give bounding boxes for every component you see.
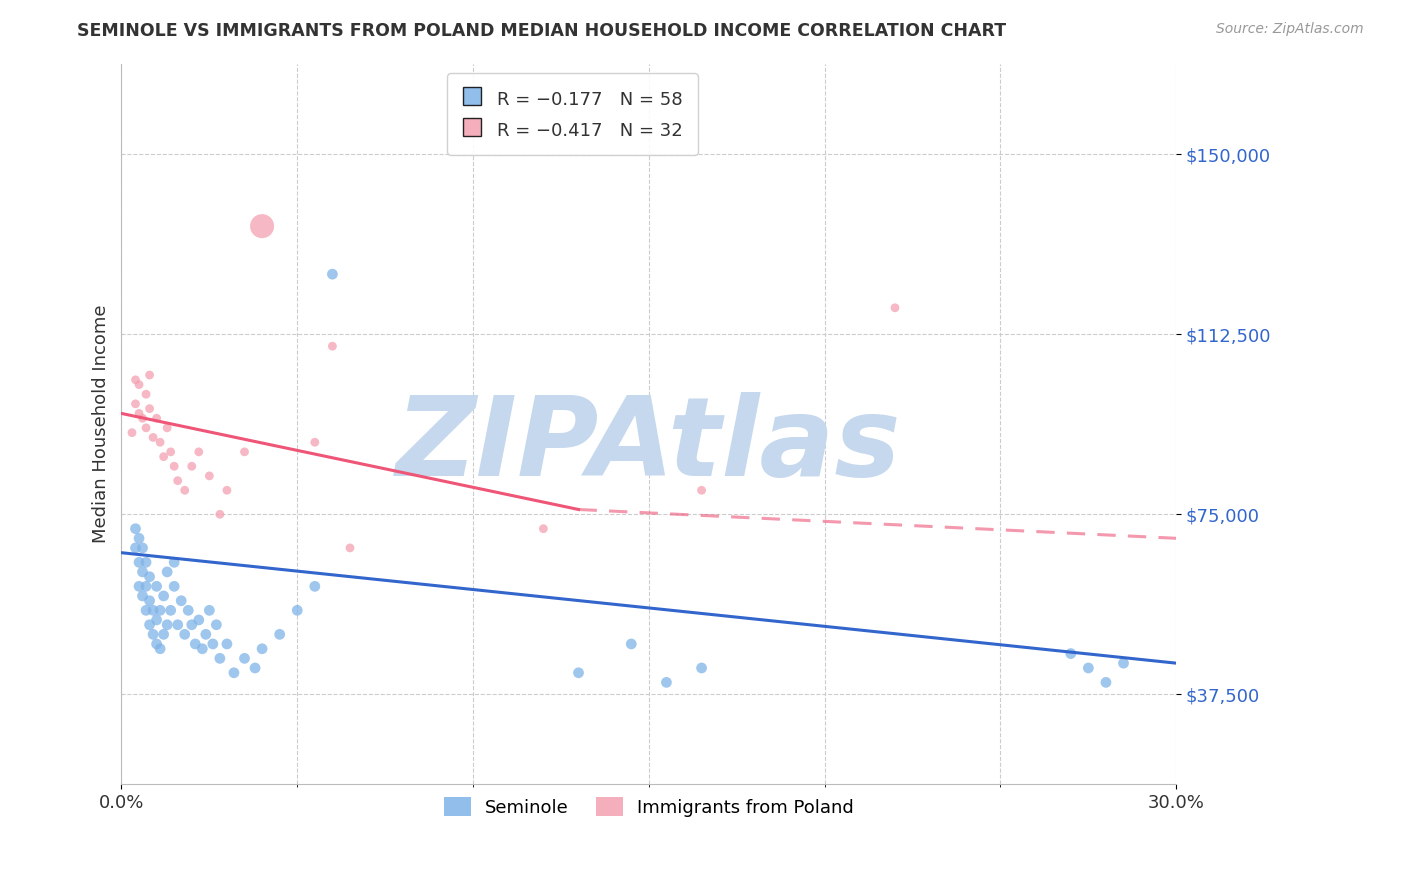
Point (690, 483, 713, 498)
Point (321, 267, 343, 281)
Point (131, 565, 153, 579)
Text: Source: ZipAtlas.com: Source: ZipAtlas.com (1216, 22, 1364, 37)
Point (128, 579, 150, 593)
Point (208, 508, 231, 522)
Point (145, 411, 167, 425)
Point (250, 641, 273, 656)
Point (198, 603, 221, 617)
Point (156, 565, 179, 579)
Point (124, 522, 146, 536)
Point (1095, 675, 1118, 690)
Point (128, 555, 150, 569)
Point (142, 603, 165, 617)
Text: ZIPAtlas: ZIPAtlas (396, 392, 901, 500)
Point (149, 641, 172, 656)
Point (135, 579, 157, 593)
Point (250, 219, 273, 234)
Point (243, 661, 266, 675)
Point (1077, 661, 1099, 675)
Point (124, 373, 146, 387)
Point (128, 377, 150, 392)
Point (121, 425, 143, 440)
Point (166, 617, 188, 632)
Point (124, 397, 146, 411)
Point (128, 406, 150, 420)
Point (152, 450, 174, 464)
Point (156, 421, 179, 435)
Point (142, 627, 165, 641)
Point (128, 531, 150, 545)
Point (194, 627, 217, 641)
Point (187, 445, 209, 459)
Point (138, 401, 160, 416)
Point (138, 570, 160, 584)
Point (170, 593, 193, 607)
Point (205, 617, 228, 632)
Point (142, 430, 165, 444)
Point (163, 579, 186, 593)
Point (145, 637, 167, 651)
Point (135, 421, 157, 435)
Point (187, 613, 209, 627)
Point (884, 301, 907, 315)
Point (567, 665, 589, 680)
Point (135, 603, 157, 617)
Point (131, 411, 153, 425)
Point (124, 541, 146, 555)
Point (138, 593, 160, 607)
Point (304, 435, 326, 450)
Point (138, 368, 160, 382)
Point (163, 555, 186, 569)
Point (531, 522, 554, 536)
Point (135, 387, 157, 401)
Point (163, 459, 186, 474)
Text: SEMINOLE VS IMMIGRANTS FROM POLAND MEDIAN HOUSEHOLD INCOME CORRELATION CHART: SEMINOLE VS IMMIGRANTS FROM POLAND MEDIA… (77, 22, 1007, 40)
Point (690, 661, 713, 675)
Point (1112, 656, 1135, 670)
Point (156, 617, 179, 632)
Point (304, 579, 326, 593)
Point (184, 637, 207, 651)
Point (285, 603, 308, 617)
Point (177, 603, 200, 617)
Point (180, 459, 202, 474)
Point (655, 675, 678, 690)
Point (166, 474, 188, 488)
Point (233, 445, 256, 459)
Point (208, 651, 231, 665)
Point (159, 603, 181, 617)
Point (321, 339, 343, 353)
Point (131, 541, 153, 555)
Point (173, 483, 195, 498)
Point (145, 613, 167, 627)
Point (145, 579, 167, 593)
Point (135, 555, 157, 569)
Point (152, 589, 174, 603)
Point (191, 641, 214, 656)
Point (159, 445, 181, 459)
Point (215, 483, 238, 498)
Point (1060, 647, 1083, 661)
Point (269, 627, 291, 641)
Point (152, 627, 174, 641)
Point (222, 665, 245, 680)
Point (215, 637, 238, 651)
Point (339, 541, 361, 555)
Point (198, 468, 221, 483)
Point (233, 651, 256, 665)
Point (149, 435, 172, 450)
Y-axis label: Median Household Income: Median Household Income (93, 305, 110, 543)
Point (180, 617, 202, 632)
Legend: Seminole, Immigrants from Poland: Seminole, Immigrants from Poland (434, 789, 863, 826)
Point (620, 637, 643, 651)
Point (149, 603, 172, 617)
Point (138, 617, 160, 632)
Point (201, 637, 224, 651)
Point (173, 627, 195, 641)
Point (131, 589, 153, 603)
